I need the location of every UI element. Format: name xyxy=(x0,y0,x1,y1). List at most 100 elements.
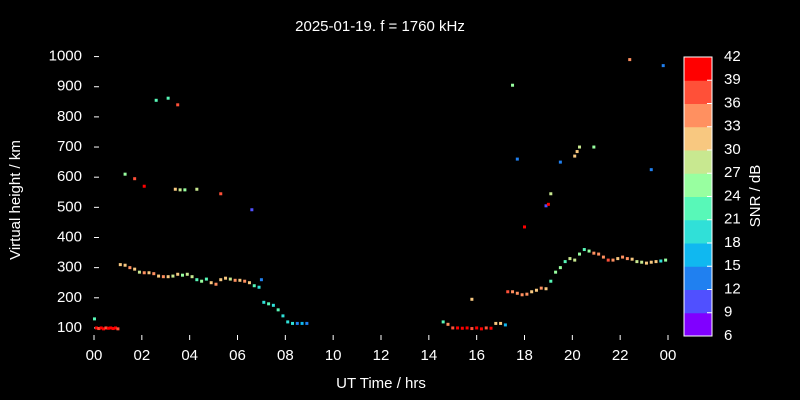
colorbar-band xyxy=(684,173,712,197)
point xyxy=(544,204,548,208)
colorbar-tick-label: 36 xyxy=(724,94,741,111)
point xyxy=(161,275,165,279)
point xyxy=(219,278,223,282)
point xyxy=(578,252,582,256)
point xyxy=(305,321,309,325)
point xyxy=(549,192,553,196)
point xyxy=(592,145,596,149)
point xyxy=(563,260,567,264)
point xyxy=(503,323,507,327)
x-tick-label: 22 xyxy=(612,347,629,364)
colorbar-band xyxy=(684,103,712,128)
colorbar-tick-label: 6 xyxy=(724,327,732,344)
point xyxy=(173,187,177,191)
point xyxy=(525,292,529,296)
x-tick-label: 00 xyxy=(660,347,677,364)
point xyxy=(183,188,187,192)
colorbar-band xyxy=(684,266,712,290)
point xyxy=(611,258,615,262)
point xyxy=(515,157,519,161)
x-tick-label: 10 xyxy=(325,347,342,364)
point xyxy=(200,279,204,283)
point xyxy=(195,187,199,191)
point xyxy=(94,326,98,330)
point xyxy=(243,279,247,283)
point xyxy=(544,287,548,291)
point xyxy=(616,257,620,261)
x-tick-label: 04 xyxy=(181,347,198,364)
x-tick-label: 08 xyxy=(277,347,294,364)
point xyxy=(267,302,271,306)
x-tick-label: 12 xyxy=(373,347,390,364)
point xyxy=(281,314,285,318)
x-tick-label: 02 xyxy=(133,347,150,364)
point xyxy=(250,208,254,212)
point xyxy=(257,285,261,289)
point xyxy=(104,326,108,330)
point xyxy=(137,270,141,274)
y-tick-label: 600 xyxy=(57,168,82,185)
point xyxy=(592,251,596,255)
colorbar-band xyxy=(684,57,712,81)
y-tick-label: 100 xyxy=(57,319,82,336)
point xyxy=(166,275,170,279)
point xyxy=(664,258,668,262)
point xyxy=(300,321,304,325)
point xyxy=(92,317,96,321)
point xyxy=(152,272,156,276)
point xyxy=(534,288,538,292)
colorbar-tick-label: 12 xyxy=(724,280,741,297)
point xyxy=(554,270,558,274)
point xyxy=(520,293,524,297)
point xyxy=(640,260,644,264)
point xyxy=(190,275,194,279)
point xyxy=(456,326,460,330)
point xyxy=(470,297,474,301)
point xyxy=(558,266,562,270)
point xyxy=(494,321,498,325)
x-axis-label: UT Time / hrs xyxy=(336,375,426,392)
point xyxy=(128,266,132,270)
y-tick-label: 300 xyxy=(57,259,82,276)
y-tick-label: 900 xyxy=(57,78,82,95)
point xyxy=(573,154,577,158)
point xyxy=(171,274,175,278)
colorbar-band xyxy=(684,289,712,314)
point xyxy=(228,277,232,281)
point xyxy=(118,263,122,267)
y-tick-label: 1000 xyxy=(49,48,82,65)
point xyxy=(568,257,572,261)
point xyxy=(114,326,118,330)
point xyxy=(446,322,450,326)
x-tick-label: 06 xyxy=(229,347,246,364)
point xyxy=(219,192,223,196)
point xyxy=(523,225,526,229)
point xyxy=(539,286,543,290)
point xyxy=(233,278,237,282)
point xyxy=(601,255,605,259)
colorbar-band xyxy=(684,80,712,104)
colorbar-band xyxy=(684,312,712,337)
point xyxy=(262,300,266,304)
point xyxy=(252,284,256,288)
colorbar-tick-label: 27 xyxy=(724,164,741,181)
point xyxy=(142,184,146,188)
point xyxy=(644,261,648,265)
point xyxy=(451,326,455,330)
point xyxy=(578,145,582,149)
colorbar-tick-label: 42 xyxy=(724,48,741,65)
point xyxy=(441,320,445,324)
point xyxy=(661,64,665,68)
y-tick-label: 800 xyxy=(57,108,82,125)
point xyxy=(489,326,493,330)
y-tick-label: 700 xyxy=(57,138,82,155)
point xyxy=(259,278,263,282)
point xyxy=(99,326,103,330)
point xyxy=(111,327,115,331)
point xyxy=(649,168,653,172)
point xyxy=(133,267,137,271)
point xyxy=(195,278,199,282)
point xyxy=(123,172,127,176)
point xyxy=(176,272,180,276)
colorbar-band xyxy=(684,126,712,151)
